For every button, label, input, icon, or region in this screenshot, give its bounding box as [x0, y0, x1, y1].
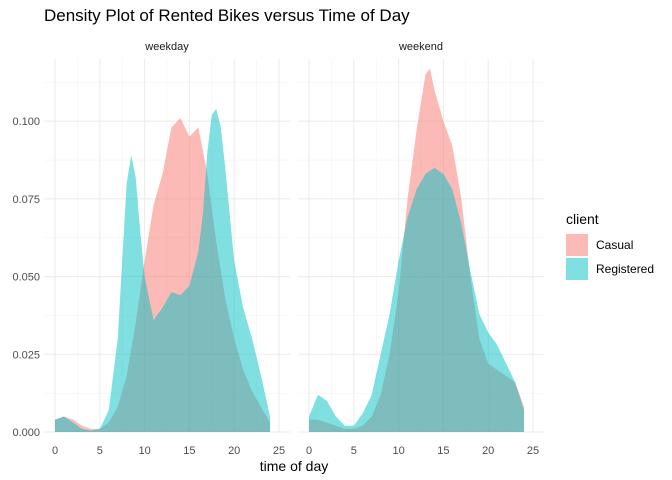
legend-title: client [566, 211, 599, 227]
y-tick-label: 0.075 [12, 194, 40, 206]
x-axis-title: time of day [260, 458, 328, 474]
x-tick-label: 15 [183, 445, 195, 457]
legend-label-casual: Casual [596, 238, 633, 252]
x-tick-label: 0 [52, 445, 58, 457]
facet-label-weekend: weekend [398, 41, 443, 53]
chart-title: Density Plot of Rented Bikes versus Time… [44, 6, 410, 25]
x-tick-label: 0 [306, 445, 312, 457]
legend-key-registered [566, 258, 588, 280]
x-tick-label: 5 [351, 445, 357, 457]
x-tick-label: 20 [228, 445, 240, 457]
legend-key-casual [566, 234, 588, 256]
x-tick-label: 20 [482, 445, 494, 457]
x-tick-label: 25 [527, 445, 539, 457]
x-tick-label: 10 [392, 445, 404, 457]
x-tick-label: 10 [138, 445, 150, 457]
density-area-registered-weekday [55, 108, 271, 432]
y-tick-label: 0.025 [12, 349, 40, 361]
facet-label-weekday: weekday [144, 41, 189, 53]
density-area-registered-weekend [309, 167, 525, 433]
x-tick-label: 25 [273, 445, 285, 457]
legend-label-registered: Registered [596, 262, 654, 276]
y-tick-label: 0.000 [12, 427, 40, 439]
x-tick-label: 5 [97, 445, 103, 457]
y-tick-label: 0.100 [12, 116, 40, 128]
y-tick-label: 0.050 [12, 272, 40, 284]
x-tick-label: 15 [437, 445, 449, 457]
